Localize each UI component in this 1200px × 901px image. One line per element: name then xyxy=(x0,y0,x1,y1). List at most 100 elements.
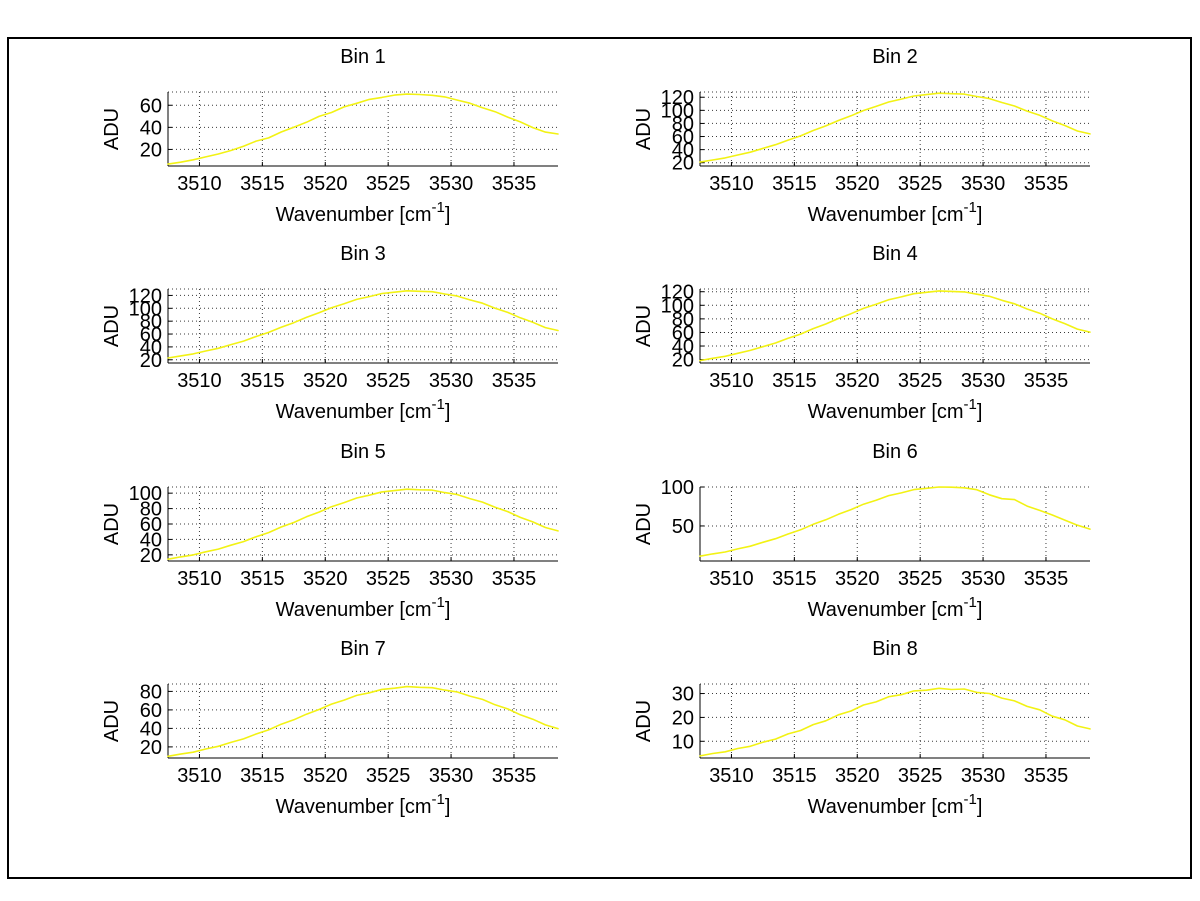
y-tick-label: 120 xyxy=(661,282,694,304)
y-tick-label: 60 xyxy=(140,324,162,346)
x-tick-label: 3515 xyxy=(240,173,285,195)
x-tick-label: 3535 xyxy=(492,765,537,787)
y-tick-label: 60 xyxy=(140,514,162,536)
y-tick-label: 100 xyxy=(661,295,694,317)
x-tick-label: 3510 xyxy=(177,568,222,590)
spectrum-line xyxy=(167,93,559,165)
spectrum-line xyxy=(699,92,1091,163)
subplot-title: Bin 1 xyxy=(340,46,386,68)
y-tick-label: 60 xyxy=(140,95,162,117)
y-tick-label: 60 xyxy=(672,127,694,149)
x-axis-label: Wavenumber [cm-1] xyxy=(808,199,983,226)
y-axis-label: ADU xyxy=(101,108,123,150)
x-tick-label: 3530 xyxy=(429,173,474,195)
subplot-title: Bin 2 xyxy=(872,46,918,68)
x-axis-label: Wavenumber [cm-1] xyxy=(808,791,983,818)
x-tick-label: 3530 xyxy=(961,370,1006,392)
subplot-title: Bin 5 xyxy=(340,441,386,463)
x-tick-label: 3520 xyxy=(835,765,880,787)
y-tick-label: 60 xyxy=(140,700,162,722)
y-axis-label: ADU xyxy=(633,305,655,347)
y-axis-label: ADU xyxy=(101,305,123,347)
y-tick-label: 20 xyxy=(672,707,694,729)
y-tick-label: 20 xyxy=(672,350,694,372)
x-tick-label: 3510 xyxy=(177,370,222,392)
x-tick-label: 3510 xyxy=(177,173,222,195)
x-tick-label: 3510 xyxy=(177,765,222,787)
y-tick-label: 120 xyxy=(661,87,694,109)
y-tick-label: 80 xyxy=(672,113,694,135)
x-tick-label: 3510 xyxy=(709,568,754,590)
x-tick-label: 3515 xyxy=(772,370,817,392)
x-tick-label: 3535 xyxy=(492,173,537,195)
y-tick-label: 20 xyxy=(140,350,162,372)
spectrum-line xyxy=(167,488,559,560)
x-axis-label: Wavenumber [cm-1] xyxy=(276,594,451,621)
x-tick-label: 3520 xyxy=(303,568,348,590)
y-tick-label: 20 xyxy=(672,153,694,175)
y-tick-label: 80 xyxy=(672,309,694,331)
x-axis-label: Wavenumber [cm-1] xyxy=(276,396,451,423)
x-tick-label: 3525 xyxy=(366,370,411,392)
x-tick-label: 3525 xyxy=(898,765,943,787)
x-axis-label: Wavenumber [cm-1] xyxy=(276,791,451,818)
x-tick-label: 3530 xyxy=(961,568,1006,590)
spectrum-line xyxy=(699,290,1091,362)
figure-frame xyxy=(7,37,1192,879)
y-tick-label: 50 xyxy=(672,516,694,538)
subplot-title: Bin 6 xyxy=(872,441,918,463)
y-tick-label: 80 xyxy=(140,311,162,333)
x-tick-label: 3515 xyxy=(772,568,817,590)
x-tick-label: 3530 xyxy=(961,173,1006,195)
x-tick-label: 3525 xyxy=(898,370,943,392)
x-tick-label: 3535 xyxy=(1024,370,1069,392)
y-tick-label: 40 xyxy=(140,718,162,740)
y-tick-label: 120 xyxy=(129,285,162,307)
y-tick-label: 100 xyxy=(129,483,162,505)
x-tick-label: 3515 xyxy=(240,568,285,590)
x-tick-label: 3520 xyxy=(835,568,880,590)
x-tick-label: 3520 xyxy=(303,765,348,787)
x-tick-label: 3530 xyxy=(961,765,1006,787)
x-tick-label: 3535 xyxy=(492,370,537,392)
x-tick-label: 3515 xyxy=(240,765,285,787)
x-tick-label: 3520 xyxy=(835,173,880,195)
y-tick-label: 30 xyxy=(672,684,694,706)
x-tick-label: 3530 xyxy=(429,370,474,392)
y-axis-label: ADU xyxy=(633,700,655,742)
x-axis-label: Wavenumber [cm-1] xyxy=(808,594,983,621)
subplot-title: Bin 3 xyxy=(340,243,386,265)
x-tick-label: 3510 xyxy=(709,370,754,392)
x-tick-label: 3530 xyxy=(429,568,474,590)
y-tick-label: 100 xyxy=(129,298,162,320)
y-tick-label: 40 xyxy=(672,140,694,162)
x-tick-label: 3535 xyxy=(1024,173,1069,195)
y-tick-label: 20 xyxy=(140,737,162,759)
x-tick-label: 3525 xyxy=(898,173,943,195)
x-tick-label: 3510 xyxy=(709,765,754,787)
x-tick-label: 3525 xyxy=(366,173,411,195)
spectrum-line xyxy=(699,687,1091,757)
x-tick-label: 3515 xyxy=(772,765,817,787)
y-tick-label: 20 xyxy=(140,139,162,161)
x-tick-label: 3535 xyxy=(492,568,537,590)
x-tick-label: 3535 xyxy=(1024,568,1069,590)
y-axis-label: ADU xyxy=(633,503,655,545)
x-tick-label: 3520 xyxy=(303,370,348,392)
x-tick-label: 3520 xyxy=(303,173,348,195)
subplot-title: Bin 8 xyxy=(872,638,918,660)
y-axis-label: ADU xyxy=(633,108,655,150)
y-tick-label: 80 xyxy=(140,499,162,521)
x-tick-label: 3525 xyxy=(366,765,411,787)
x-tick-label: 3515 xyxy=(240,370,285,392)
y-tick-label: 40 xyxy=(140,337,162,359)
y-tick-label: 40 xyxy=(140,529,162,551)
spectrum-line xyxy=(699,486,1091,557)
